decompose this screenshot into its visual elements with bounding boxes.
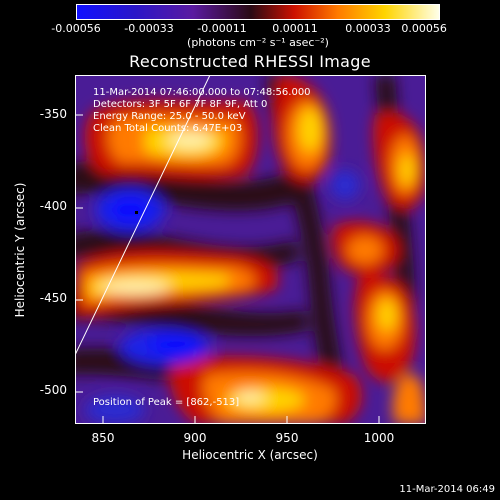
- rhessi-image: [75, 75, 426, 424]
- colorbar-tick: 0.00056: [401, 22, 447, 35]
- peak-position-annotation: Position of Peak = [862,-513]: [93, 397, 240, 408]
- x-tick-label: 850: [91, 431, 115, 445]
- colorbar: [76, 4, 440, 20]
- x-tick-label: 950: [275, 431, 299, 445]
- time-range-annotation: 11-Mar-2014 07:46:00.000 to 07:48:56.000: [93, 87, 311, 98]
- colorbar-tick: 0.00011: [272, 22, 318, 35]
- y-axis-title: Heliocentric Y (arcsec): [13, 182, 27, 318]
- colorbar-tick: -0.00011: [197, 22, 247, 35]
- x-axis-title: Heliocentric X (arcsec): [182, 448, 318, 462]
- clean-annotation: Clean Total Counts: 6.47E+03: [93, 123, 243, 134]
- y-tick-label: -450: [39, 291, 67, 305]
- x-tick-label: 1000: [363, 431, 395, 445]
- y-tick-label: -400: [39, 199, 67, 213]
- energy-range-annotation: Energy Range: 25.0 - 50.0 keV: [93, 111, 246, 122]
- detectors-annotation: Detectors: 3F 5F 6F 7F 8F 9F, Att 0: [93, 99, 268, 110]
- timestamp: 11-Mar-2014 06:49: [399, 484, 495, 495]
- y-tick-label: -350: [39, 107, 67, 121]
- plot-title: Reconstructed RHESSI Image: [129, 52, 371, 71]
- y-tick-label: -500: [39, 383, 67, 397]
- x-tick-label: 900: [183, 431, 207, 445]
- colorbar-tick: 0.00033: [345, 22, 391, 35]
- colorbar-tick: -0.00056: [51, 22, 101, 35]
- colorbar-tick: -0.00033: [124, 22, 174, 35]
- colorbar-units: (photons cm⁻² s⁻¹ asec⁻²): [187, 36, 329, 49]
